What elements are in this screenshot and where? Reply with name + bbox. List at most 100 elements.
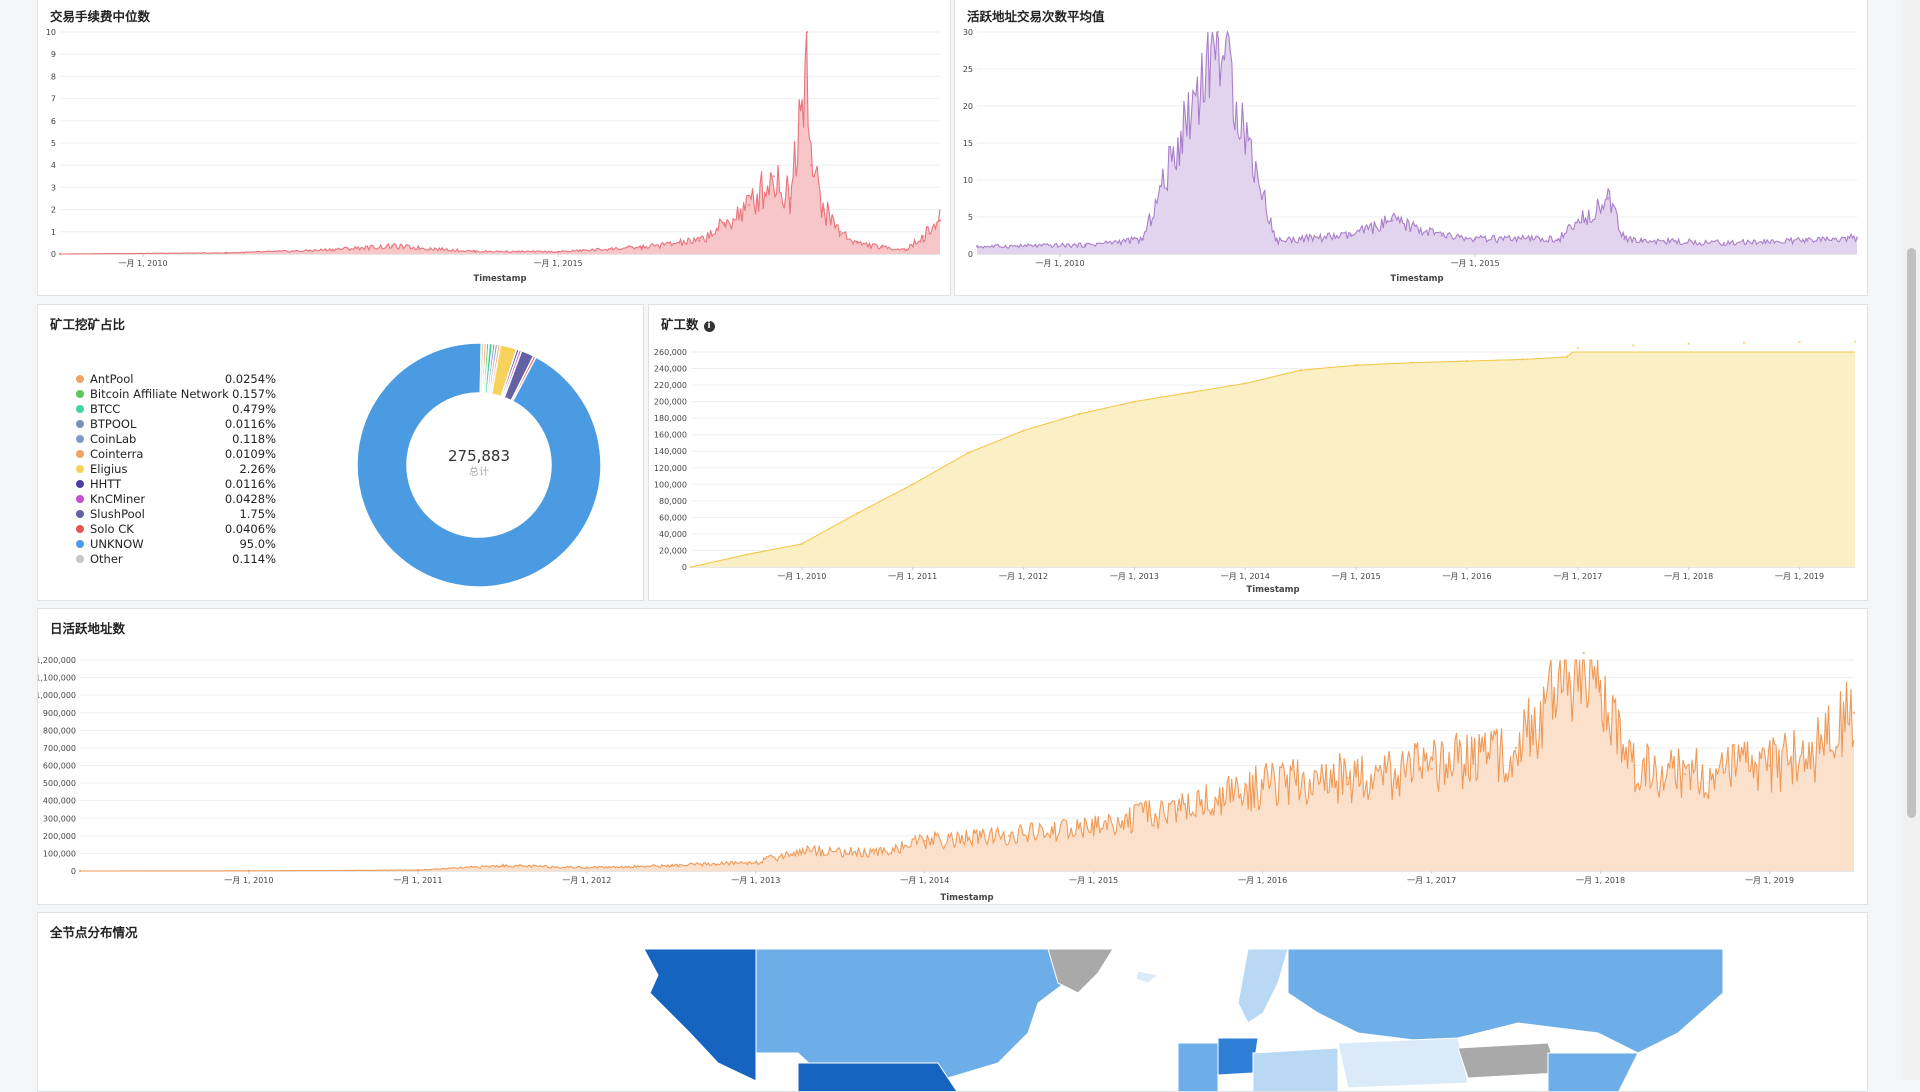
map-region-iceland[interactable] [1135, 970, 1160, 984]
data-point[interactable] [1742, 341, 1746, 345]
data-point[interactable] [754, 861, 758, 864]
map-region-kazakhstan[interactable] [1337, 1037, 1469, 1089]
node-world-map[interactable] [38, 913, 1868, 1092]
data-point[interactable] [670, 864, 673, 867]
data-point[interactable] [1133, 400, 1136, 403]
pie-slice[interactable] [479, 342, 485, 394]
data-point[interactable] [639, 246, 643, 249]
data-point[interactable] [923, 839, 926, 843]
map-region-germany[interactable] [1217, 1037, 1259, 1076]
data-point[interactable] [390, 245, 394, 248]
data-point[interactable] [922, 235, 925, 238]
map-region-china[interactable] [1547, 1052, 1639, 1092]
legend-item[interactable]: Solo CK 0.0406% [76, 521, 276, 536]
data-point[interactable] [698, 239, 701, 242]
map-region-scandinavia[interactable] [1237, 948, 1289, 1024]
data-point[interactable] [416, 868, 420, 872]
data-point[interactable] [1349, 234, 1352, 237]
data-point[interactable] [905, 248, 908, 251]
legend-item[interactable]: Eligius 2.26% [76, 461, 276, 476]
data-point[interactable] [473, 250, 477, 253]
data-point[interactable] [1261, 785, 1264, 788]
data-point[interactable] [1687, 342, 1690, 345]
info-icon[interactable]: i [703, 321, 715, 332]
legend-item[interactable]: UNKNOW 95.0% [76, 536, 276, 551]
data-point[interactable] [880, 246, 884, 249]
map-region-mongolia[interactable] [1457, 1042, 1559, 1079]
data-point[interactable] [1521, 358, 1524, 361]
data-point[interactable] [1633, 764, 1636, 767]
data-point[interactable] [1798, 340, 1801, 344]
data-point[interactable] [1440, 234, 1444, 237]
data-point[interactable] [1274, 239, 1278, 242]
data-point[interactable] [585, 866, 589, 869]
data-point[interactable] [1430, 767, 1433, 771]
data-point[interactable] [224, 251, 228, 255]
data-point[interactable] [1768, 764, 1771, 767]
data-point[interactable] [1632, 344, 1635, 347]
data-point[interactable] [1599, 693, 1602, 697]
map-region-russia[interactable] [1287, 948, 1724, 1054]
data-point[interactable] [1141, 238, 1145, 241]
data-point[interactable] [1853, 340, 1857, 343]
data-point[interactable] [1465, 359, 1469, 363]
data-point[interactable] [745, 553, 748, 556]
map-region-alaska[interactable] [643, 948, 757, 1082]
data-point[interactable] [1299, 368, 1302, 372]
data-point[interactable] [78, 869, 82, 873]
data-point[interactable] [1354, 364, 1358, 367]
data-point[interactable] [1008, 834, 1011, 838]
data-point[interactable] [772, 175, 776, 178]
data-point[interactable] [1216, 30, 1219, 34]
data-point[interactable] [58, 252, 62, 256]
data-point[interactable] [1473, 238, 1477, 241]
legend-item[interactable]: SlushPool 1.75% [76, 506, 276, 521]
data-point[interactable] [855, 241, 859, 245]
data-point[interactable] [722, 223, 726, 227]
data-point[interactable] [1639, 239, 1643, 242]
data-point[interactable] [1022, 429, 1025, 432]
data-point[interactable] [1176, 808, 1180, 811]
miners-chart[interactable]: 0 20,000 40,000 60,000 80,000 100,000 120,000 1… [649, 305, 1868, 601]
legend-item[interactable]: CoinLab 0.118% [76, 431, 276, 446]
data-point[interactable] [789, 197, 792, 200]
data-point[interactable] [810, 164, 813, 167]
data-point[interactable] [1345, 776, 1349, 780]
data-point[interactable] [1582, 651, 1585, 655]
data-point[interactable] [1083, 243, 1087, 247]
data-point[interactable] [1852, 711, 1856, 714]
data-point[interactable] [1556, 238, 1560, 241]
legend-item[interactable]: Cointerra 0.0109% [76, 446, 276, 461]
data-point[interactable] [1565, 355, 1568, 359]
page-scrollbar-thumb[interactable] [1907, 248, 1916, 818]
data-point[interactable] [1390, 219, 1394, 222]
data-point[interactable] [938, 219, 942, 222]
legend-item[interactable]: KnCMiner 0.0428% [76, 491, 276, 506]
data-point[interactable] [839, 230, 842, 233]
data-point[interactable] [805, 848, 808, 852]
data-point[interactable] [1819, 746, 1822, 750]
data-point[interactable] [1410, 361, 1413, 364]
data-point[interactable] [1683, 773, 1687, 776]
data-point[interactable] [556, 250, 560, 253]
data-point[interactable] [1805, 239, 1809, 242]
legend-item[interactable]: Bitcoin Affiliate Network 0.157% [76, 386, 276, 401]
map-region-greenland[interactable] [1047, 948, 1114, 994]
fee-chart[interactable]: 0 1 2 3 4 5 6 7 8 9 10 一月 1, 2010 一月 1, 2015 Timestam… [38, 0, 951, 296]
legend-item[interactable]: AntPool 0.0254% [76, 371, 276, 386]
data-point[interactable] [822, 208, 825, 211]
data-point[interactable] [975, 245, 979, 248]
active-tx-chart[interactable]: 0 5 10 15 20 25 30 一月 1, 2010 一月 1, 2015 Timestam… [955, 0, 1868, 296]
legend-item[interactable]: Other 0.114% [76, 551, 276, 566]
data-point[interactable] [1514, 746, 1518, 750]
map-region-usa[interactable] [797, 1062, 958, 1092]
data-point[interactable] [1244, 382, 1247, 385]
legend-item[interactable]: HHTT 0.0116% [76, 476, 276, 491]
daily-active-chart[interactable]: 0 100,000 200,000 300,000 400,000 500,000 600,… [38, 609, 1868, 905]
data-point[interactable] [1623, 238, 1626, 241]
data-point[interactable] [307, 249, 311, 252]
legend-item[interactable]: BTCC 0.479% [76, 401, 276, 416]
data-point[interactable] [1722, 241, 1726, 245]
data-point[interactable] [747, 203, 751, 207]
